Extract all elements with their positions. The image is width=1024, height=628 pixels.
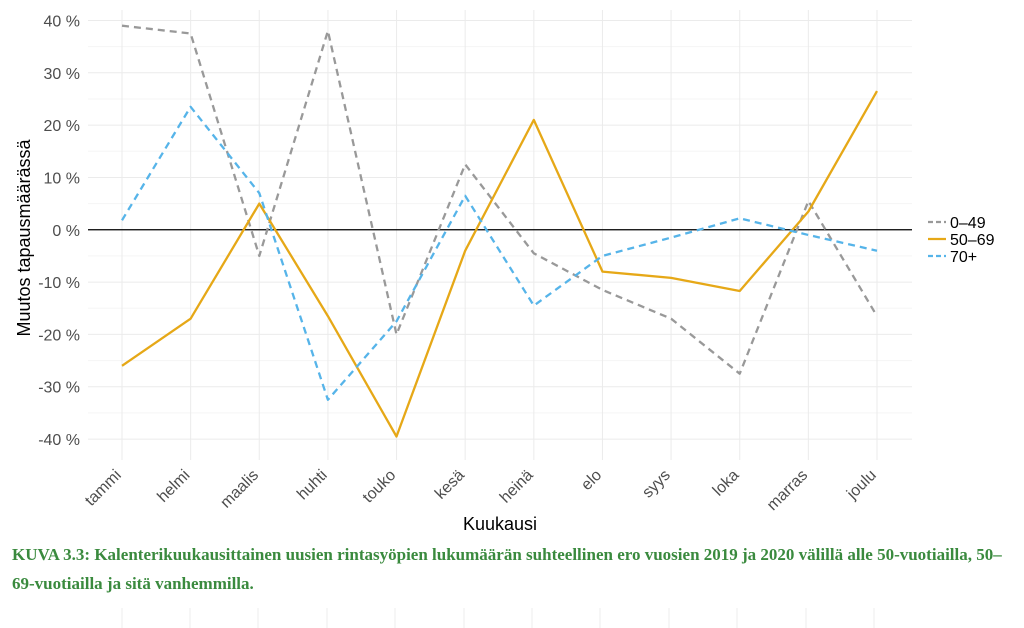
- legend-label: 0–49: [950, 215, 986, 232]
- next-figure-grid-fragment: [121, 608, 875, 628]
- series-line-0–49: [121, 24, 878, 375]
- x-tick-label: elo: [578, 467, 605, 494]
- y-tick-label: 10 %: [44, 170, 80, 187]
- x-tick-label: syys: [639, 467, 674, 502]
- y-axis-ticks: -40 % -30 % -20 % -10 % 0 % 10 % 20 % 30 % 40 %: [38, 13, 80, 449]
- x-tick-label: touko: [360, 467, 400, 507]
- x-tick-label: tammi: [82, 467, 125, 510]
- y-tick-label: -30 %: [38, 380, 80, 397]
- y-tick-label: 20 %: [44, 118, 80, 135]
- y-axis-title: Muutos tapausmäärässä: [14, 138, 34, 336]
- x-tick-label: helmi: [154, 467, 193, 506]
- x-axis-title: Kuukausi: [463, 514, 537, 534]
- series-line-50–69: [121, 90, 878, 438]
- series-lines: [121, 24, 878, 438]
- y-tick-label: 0 %: [52, 223, 80, 240]
- x-tick-label: maalis: [217, 467, 262, 512]
- x-tick-label: kesä: [432, 467, 468, 503]
- series-line-70+: [121, 105, 878, 401]
- y-tick-label: 40 %: [44, 13, 80, 30]
- x-tick-label: heinä: [497, 467, 537, 507]
- figure-caption: KUVA 3.3: Kalenterikuukausittainen uusie…: [12, 545, 1002, 593]
- y-tick-label: 30 %: [44, 66, 80, 83]
- legend-label: 50–69: [950, 232, 995, 249]
- y-tick-label: -10 %: [38, 275, 80, 292]
- grid: [88, 10, 912, 460]
- x-tick-label: joulu: [843, 467, 880, 504]
- y-tick-label: -40 %: [38, 432, 80, 449]
- x-axis-ticks: tammi helmi maalis huhti touko kesä heinä elo sy…: [82, 467, 880, 514]
- x-tick-label: loka: [710, 467, 743, 500]
- legend-label: 70+: [950, 249, 977, 266]
- line-chart: -40 %-30 %-20 %-10 %0 %10 %20 %30 %40 % …: [14, 10, 995, 534]
- x-tick-label: huhti: [294, 467, 331, 504]
- x-tick-label: marras: [764, 467, 811, 514]
- y-tick-label: -20 %: [38, 327, 80, 344]
